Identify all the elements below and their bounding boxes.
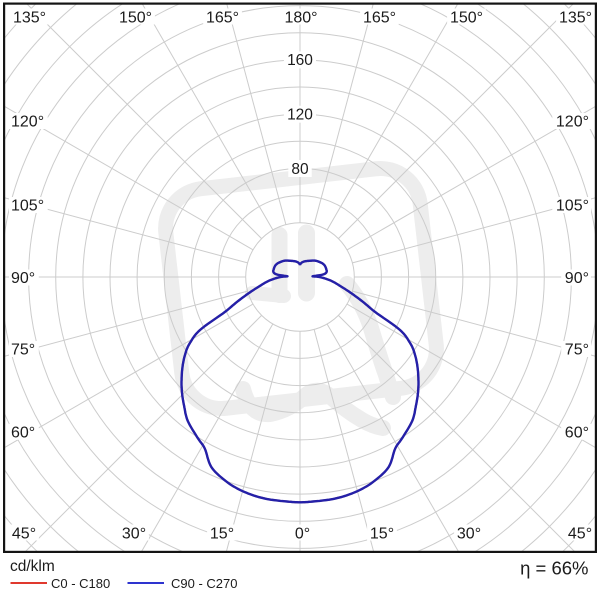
svg-text:165°: 165° (363, 10, 396, 27)
svg-text:45°: 45° (12, 526, 36, 543)
svg-text:cd/klm: cd/klm (10, 558, 55, 575)
svg-text:90°: 90° (11, 270, 35, 287)
svg-text:105°: 105° (11, 198, 44, 215)
svg-text:60°: 60° (565, 425, 589, 442)
svg-text:60°: 60° (11, 425, 35, 442)
svg-text:C90 - C270: C90 - C270 (171, 576, 237, 591)
svg-text:180°: 180° (284, 10, 317, 27)
svg-text:135°: 135° (559, 10, 592, 27)
svg-text:165°: 165° (206, 10, 239, 27)
svg-text:150°: 150° (119, 10, 152, 27)
svg-text:30°: 30° (122, 526, 146, 543)
svg-text:120°: 120° (556, 114, 589, 131)
svg-text:C0 - C180: C0 - C180 (51, 576, 110, 591)
svg-text:15°: 15° (210, 526, 234, 543)
svg-text:135°: 135° (13, 10, 46, 27)
svg-text:150°: 150° (450, 10, 483, 27)
svg-text:75°: 75° (565, 342, 589, 359)
svg-text:120: 120 (287, 107, 313, 124)
svg-text:120°: 120° (11, 114, 44, 131)
svg-text:30°: 30° (457, 526, 481, 543)
svg-text:80: 80 (291, 161, 309, 178)
svg-text:75°: 75° (11, 342, 35, 359)
svg-text:90°: 90° (565, 270, 589, 287)
svg-text:η = 66%: η = 66% (520, 558, 588, 579)
svg-text:160: 160 (287, 52, 313, 69)
svg-text:0°: 0° (295, 526, 310, 543)
svg-text:45°: 45° (568, 526, 592, 543)
svg-text:105°: 105° (556, 198, 589, 215)
svg-text:15°: 15° (370, 526, 394, 543)
